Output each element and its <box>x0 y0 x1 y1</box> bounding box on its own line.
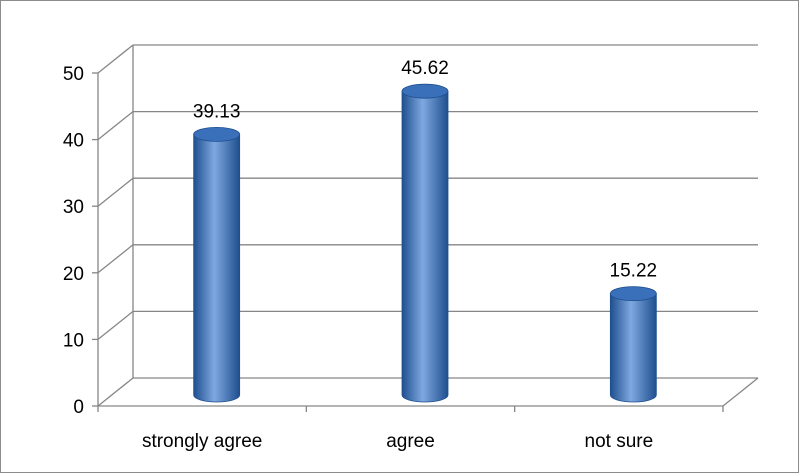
bar-body <box>609 293 657 403</box>
y-tick-label: 30 <box>63 197 84 218</box>
y-axis-ticks: 0 10 20 30 40 50 <box>63 64 98 418</box>
gridline-diagonal <box>97 377 134 407</box>
gridline-diagonal <box>97 244 134 274</box>
bar-body <box>401 90 449 403</box>
bar: 39.13 <box>193 101 241 403</box>
data-label: 39.13 <box>193 101 241 122</box>
gridline-diagonal <box>97 310 134 340</box>
bar: 45.62 <box>401 58 449 403</box>
y-tick-label: 0 <box>73 397 84 418</box>
data-label: 45.62 <box>401 58 449 79</box>
x-axis-categories: strongly agree agree not sure <box>142 431 653 452</box>
y-tick-label: 10 <box>63 330 84 351</box>
bar-top <box>401 83 449 99</box>
y-tick-label: 50 <box>63 64 84 85</box>
bar-top <box>193 126 241 142</box>
bar: 15.22 <box>609 261 658 403</box>
y-tick-label: 20 <box>63 264 84 285</box>
x-category-label: agree <box>386 431 435 452</box>
gridline-diagonal <box>97 111 134 141</box>
bars: 39.13 45.62 15.22 <box>193 58 658 403</box>
floor-right-edge <box>722 377 759 407</box>
axes <box>97 73 759 412</box>
x-category-label: not sure <box>585 431 654 452</box>
bar-body <box>193 133 241 403</box>
y-tick-label: 40 <box>63 131 84 152</box>
bar-top <box>609 286 657 302</box>
gridline-diagonal <box>97 44 134 74</box>
x-category-label: strongly agree <box>142 431 262 452</box>
data-label: 15.22 <box>610 261 658 282</box>
gridline-diagonal <box>97 177 134 207</box>
